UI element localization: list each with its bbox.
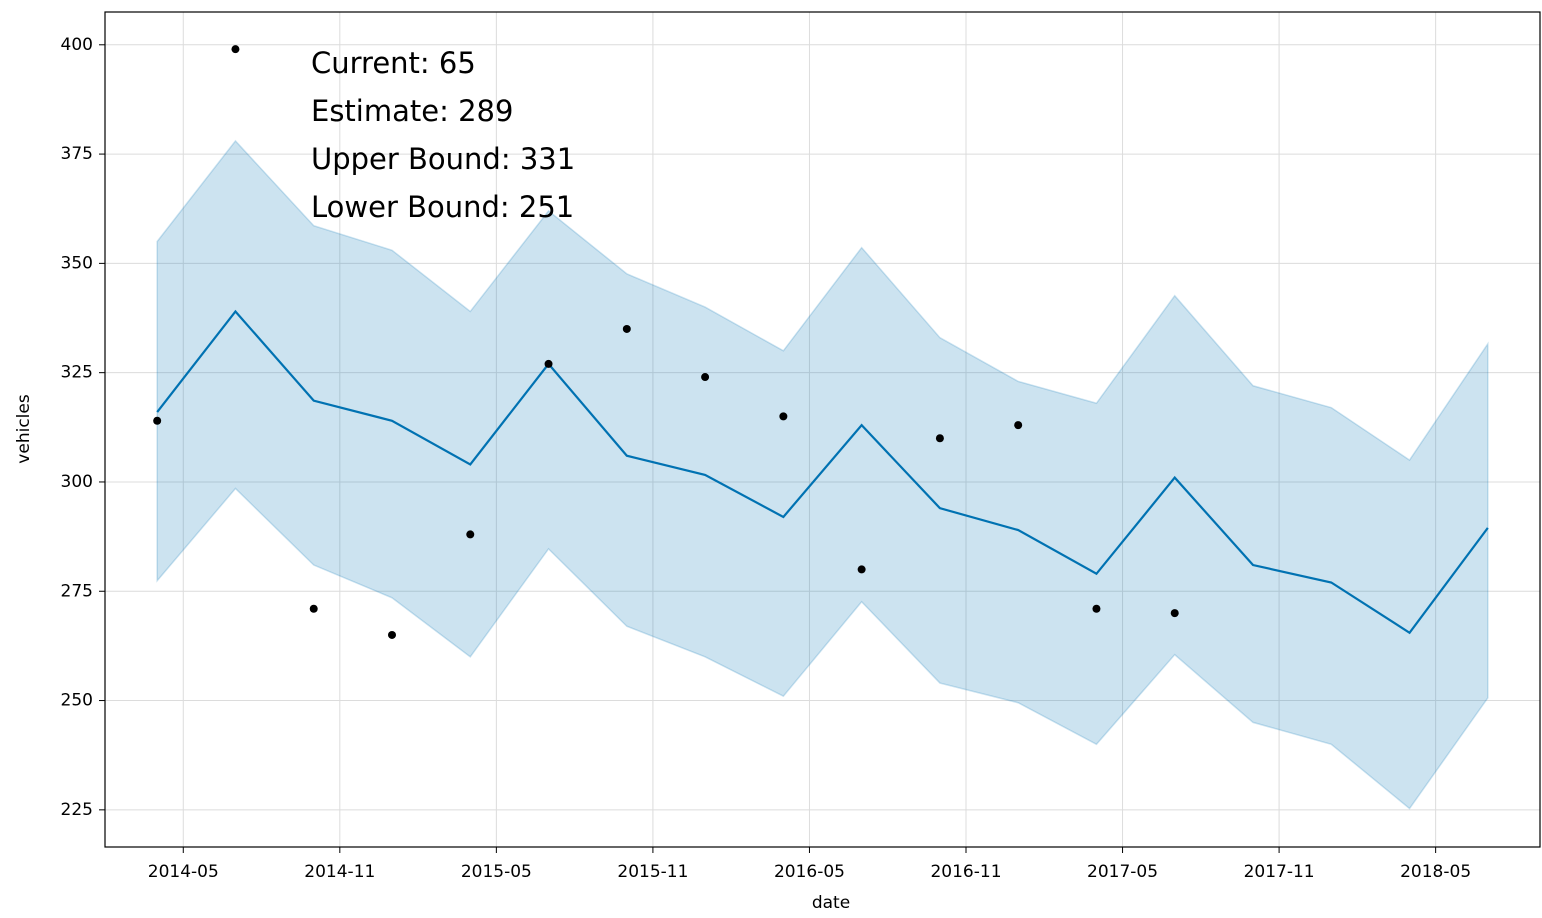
x-tick-label: 2015-05: [461, 862, 532, 882]
y-tick-label: 225: [61, 800, 93, 820]
y-axis-label: vehicles: [14, 394, 34, 464]
actual-point: [935, 434, 944, 443]
x-tick-label: 2015-11: [617, 862, 688, 882]
y-tick-label: 375: [61, 144, 93, 164]
actual-point: [466, 530, 475, 539]
actual-point: [857, 565, 866, 574]
actual-point: [1092, 604, 1101, 613]
x-axis-label: date: [812, 893, 850, 913]
estimate-line: [156, 309, 1489, 635]
x-tick-label: 2017-05: [1087, 862, 1158, 882]
plot-frame: [104, 11, 1541, 848]
x-tick-label: 2014-11: [304, 862, 375, 882]
x-tick-label: 2017-11: [1244, 862, 1315, 882]
x-tick-label: 2018-05: [1400, 862, 1471, 882]
y-tick-label: 250: [61, 691, 93, 711]
actual-point: [1170, 609, 1179, 618]
y-tick-label: 350: [61, 253, 93, 273]
y-tick-label: 325: [61, 363, 93, 383]
annotation: Current: 65: [311, 46, 476, 80]
actual-point: [309, 604, 318, 613]
uncertainty-band: [156, 139, 1489, 810]
annotation: Estimate: 289: [311, 94, 513, 128]
actual-point: [231, 45, 240, 54]
actual-point: [622, 324, 631, 333]
y-tick-label: 400: [61, 35, 93, 55]
x-tick-label: 2014-05: [148, 862, 219, 882]
actual-point: [388, 630, 396, 639]
y-tick-label: 300: [61, 472, 93, 492]
annotation: Upper Bound: 331: [311, 142, 575, 176]
actual-point: [544, 359, 553, 368]
y-tick-label: 275: [61, 581, 93, 601]
actual-point: [1014, 421, 1023, 430]
x-tick-label: 2016-11: [930, 862, 1001, 882]
annotation: Lower Bound: 251: [311, 190, 574, 224]
x-tick-label: 2016-05: [774, 862, 845, 882]
actual-point: [779, 412, 788, 421]
actual-point: [153, 416, 162, 425]
actual-point: [701, 373, 710, 382]
